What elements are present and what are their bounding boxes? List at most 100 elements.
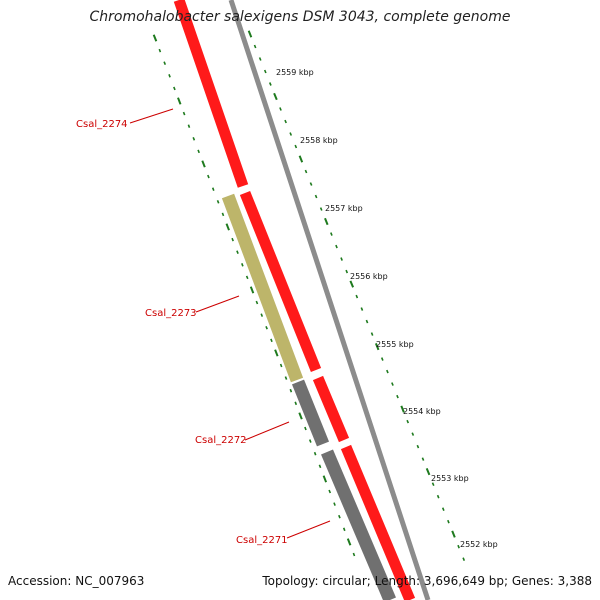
scale-tick xyxy=(346,538,352,546)
scale-tick xyxy=(249,286,255,294)
scale-tick xyxy=(260,313,264,317)
accession-text: Accession: NC_007963 xyxy=(8,574,145,588)
scale-tick xyxy=(342,527,346,532)
reverse-gene-track xyxy=(221,193,396,600)
scale-tick xyxy=(168,74,171,78)
scale-tick xyxy=(268,82,272,86)
scale-tick xyxy=(338,514,341,519)
scale-tick xyxy=(391,382,394,386)
scale-tick xyxy=(304,169,308,174)
kbp-labels: 2559 kbp 2558 kbp 2557 kbp 2556 kbp 2555… xyxy=(276,68,498,549)
scale-tick xyxy=(386,369,389,374)
leader-line-csal-2273 xyxy=(195,295,240,313)
scale-tick xyxy=(370,332,374,336)
kbp-label: 2556 kbp xyxy=(350,272,388,281)
gene-label[interactable]: Csal_2271 xyxy=(236,535,288,546)
scale-tick xyxy=(284,119,287,124)
scale-tick xyxy=(335,244,338,249)
scale-tick xyxy=(313,451,317,456)
kbp-label: 2554 kbp xyxy=(403,407,441,416)
scale-tick xyxy=(263,69,267,74)
scale-tick xyxy=(289,132,293,136)
scale-tick xyxy=(225,223,230,231)
scale-tick xyxy=(451,530,456,538)
scale-tick xyxy=(309,182,313,186)
scale-tick xyxy=(330,232,333,236)
gene-label[interactable]: Csal_2274 xyxy=(76,119,128,130)
scale-tick xyxy=(182,111,186,116)
topology-text: Topology: circular; Length: 3,696,649 bp… xyxy=(262,574,592,588)
scale-tick xyxy=(431,482,435,487)
scale-tick xyxy=(265,325,268,330)
scale-tick xyxy=(221,212,225,217)
gene-block-csal-2271 xyxy=(321,449,396,600)
scale-tick xyxy=(318,464,322,469)
scale-tick xyxy=(436,494,440,499)
scale-tick xyxy=(328,489,332,494)
scale-tick xyxy=(441,507,445,511)
scale-tick xyxy=(231,237,234,242)
gene-block-csal-2273 xyxy=(221,193,304,383)
gene-label[interactable]: Csal_2272 xyxy=(195,435,247,446)
scale-tick xyxy=(197,149,200,154)
map-title: Chromohalobacter salexigens DSM 3043, co… xyxy=(89,9,511,25)
scale-tick xyxy=(308,439,312,443)
scale-tick xyxy=(247,30,253,38)
gene-label-leaders xyxy=(129,108,331,539)
scale-tick xyxy=(294,401,298,406)
gene-block-csal-2272 xyxy=(291,379,330,447)
scale-tick xyxy=(245,275,249,280)
scale-tick xyxy=(163,61,167,65)
scale-tick xyxy=(279,363,283,368)
scale-tick xyxy=(298,155,304,163)
leader-line-csal-2271 xyxy=(286,520,331,539)
scale-tick xyxy=(396,394,399,399)
scale-tick xyxy=(216,200,220,204)
cds-segment xyxy=(312,375,350,443)
scale-tick xyxy=(322,475,328,483)
cds-segment xyxy=(239,190,322,373)
scale-tick xyxy=(177,97,182,105)
scale-tick xyxy=(345,269,349,274)
scale-tick xyxy=(355,294,359,299)
outer-tick-track xyxy=(247,30,466,561)
scale-tick xyxy=(207,174,210,179)
scale-tick xyxy=(187,124,191,128)
scale-tick xyxy=(241,263,244,267)
scale-tick xyxy=(352,552,356,557)
scale-tick xyxy=(319,207,323,211)
scale-tick xyxy=(284,376,288,380)
scale-tick xyxy=(324,217,329,226)
backbone-strand xyxy=(228,0,431,600)
scale-tick xyxy=(298,412,303,420)
scale-tick xyxy=(380,357,384,361)
scale-tick xyxy=(201,160,206,168)
scale-tick xyxy=(349,280,355,288)
kbp-label: 2553 kbp xyxy=(431,474,469,483)
scale-tick xyxy=(211,187,215,191)
scale-tick xyxy=(406,419,410,424)
scale-tick xyxy=(374,343,380,351)
leader-line-csal-2272 xyxy=(244,421,290,441)
scale-tick xyxy=(340,257,343,261)
scale-tick xyxy=(253,44,257,49)
scale-tick xyxy=(400,405,405,413)
scale-tick xyxy=(152,34,158,42)
kbp-label: 2555 kbp xyxy=(376,340,414,349)
scale-tick xyxy=(462,557,466,561)
scale-tick xyxy=(158,48,162,53)
scale-tick xyxy=(255,300,259,305)
forward-cds-track xyxy=(173,0,416,600)
scale-tick xyxy=(273,92,278,101)
scale-tick xyxy=(192,137,196,141)
scale-tick xyxy=(411,432,415,436)
scale-tick xyxy=(173,86,176,91)
scale-tick xyxy=(294,144,298,149)
scale-tick xyxy=(425,468,431,476)
gene-label[interactable]: Csal_2273 xyxy=(145,308,197,319)
scale-tick xyxy=(236,250,239,254)
scale-tick xyxy=(365,319,369,324)
scale-tick xyxy=(421,457,425,461)
